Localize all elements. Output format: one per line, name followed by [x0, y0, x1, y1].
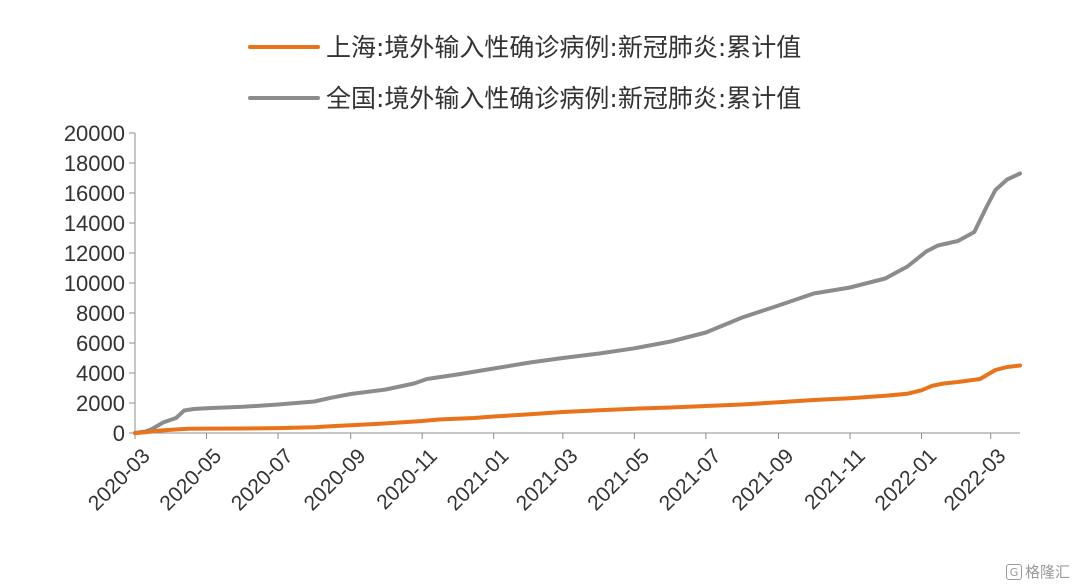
y-tick-label: 8000 — [76, 301, 125, 326]
y-tick-label: 6000 — [76, 331, 125, 356]
y-tick-label: 20000 — [64, 121, 125, 146]
x-axis: 2020-03 2020-05 2020-07 2020-09 2020-11 2021-… — [84, 432, 1020, 515]
x-tick-label: 2021-07 — [655, 444, 726, 515]
x-tick-label: 2022-03 — [940, 444, 1011, 515]
watermark-logo-icon: G — [1005, 563, 1022, 580]
x-tick-label: 2021-01 — [443, 444, 514, 515]
y-tick-label: 14000 — [64, 211, 125, 236]
series-line-1 — [133, 171, 1022, 435]
legend-label-0: 上海:境外输入性确诊病例:新冠肺炎:累计值 — [326, 33, 801, 62]
series-line-0 — [133, 363, 1022, 435]
y-tick-label: 16000 — [64, 181, 125, 206]
y-tick-label: 4000 — [76, 361, 125, 386]
legend-label-1: 全国:境外输入性确诊病例:新冠肺炎:累计值 — [326, 84, 801, 113]
x-tick-label: 2020-07 — [227, 444, 298, 515]
x-tick-label: 2021-03 — [512, 444, 583, 515]
watermark-text: 格隆汇 — [1024, 563, 1070, 581]
x-tick-label: 2020-09 — [300, 444, 371, 515]
plot-lines — [133, 171, 1022, 435]
y-tick-label: 12000 — [64, 241, 125, 266]
x-tick-label: 2021-05 — [583, 444, 654, 515]
legend: 上海:境外输入性确诊病例:新冠肺炎:累计值全国:境外输入性确诊病例:新冠肺炎:累… — [248, 33, 801, 113]
x-tick-label: 2020-11 — [372, 444, 442, 514]
x-tick-label: 2021-11 — [800, 444, 870, 514]
y-tick-label: 10000 — [64, 271, 125, 296]
x-tick-label: 2020-05 — [155, 444, 226, 515]
watermark: G 格隆汇 — [1005, 561, 1070, 582]
y-axis: 0 2000 4000 6000 8000 10000 12000 14000 16000 180… — [64, 121, 136, 446]
y-tick-label: 18000 — [64, 151, 125, 176]
y-tick-label: 2000 — [76, 391, 125, 416]
x-tick-label: 2021-09 — [727, 444, 798, 515]
x-tick-label: 2020-03 — [84, 444, 155, 515]
x-tick-label: 2022-01 — [870, 444, 941, 515]
y-tick-label: 0 — [113, 421, 125, 446]
